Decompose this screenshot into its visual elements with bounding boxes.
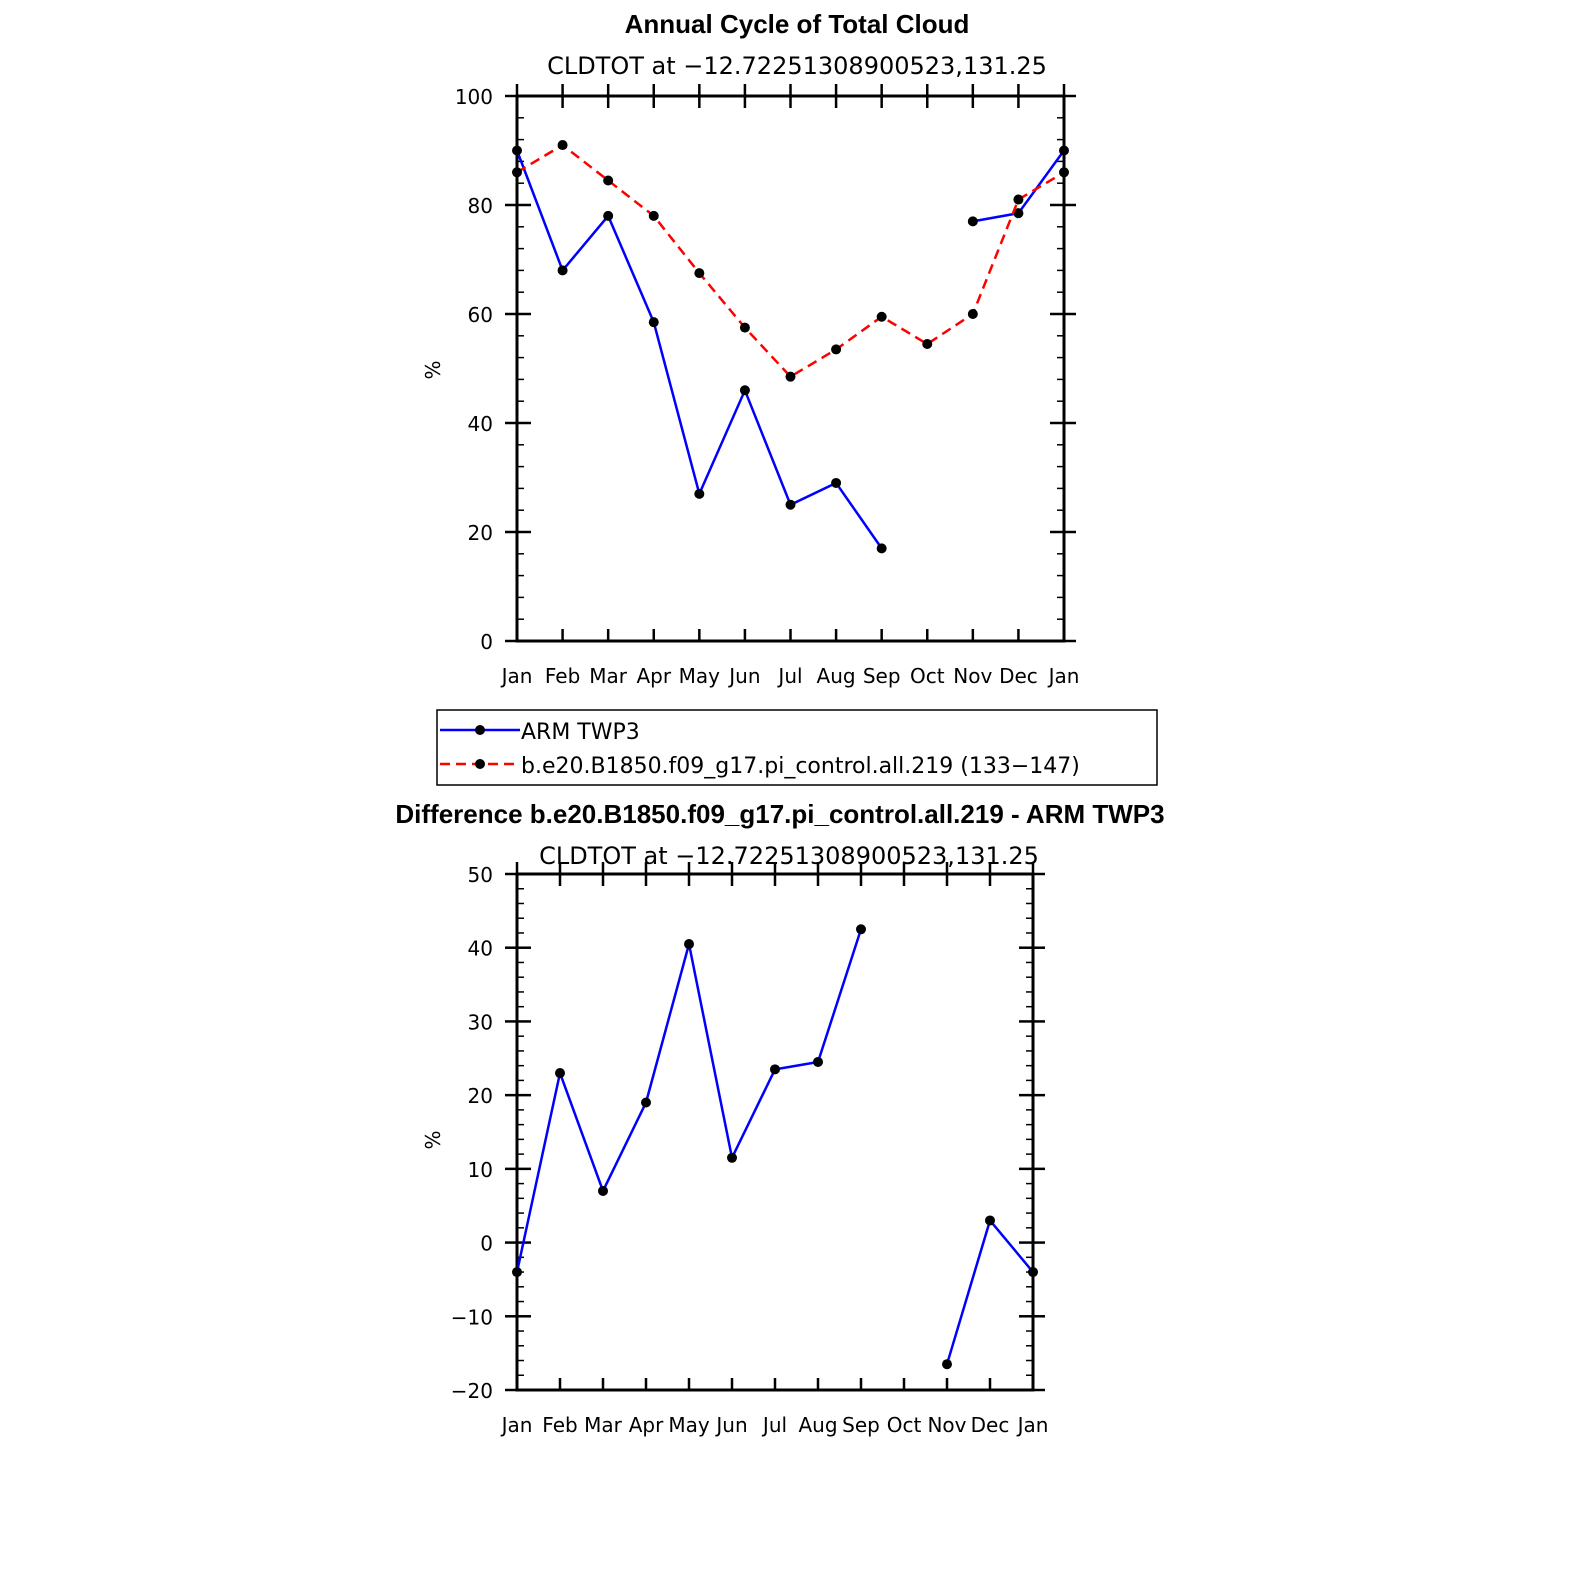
top-chart-series-1-point: [739, 322, 750, 333]
top-chart-series-1-point: [922, 338, 933, 349]
bottom-chart-xtick-label: Apr: [629, 1413, 664, 1437]
bottom-chart-ytick-label: 40: [468, 937, 493, 961]
top-chart: Jan Feb Mar Apr May Jun Jul Aug Sep Oct Nov Dec Jan 0…: [455, 84, 1080, 688]
legend-label-model: b.e20.B1850.f09_g17.pi_control.all.219 (…: [521, 754, 1080, 779]
bottom-chart-title: Difference b.e20.B1850.f09_g17.pi_contro…: [395, 799, 1164, 829]
bottom-chart-series-0-line: [515, 928, 863, 1273]
top-chart-series-0-point: [831, 477, 842, 488]
top-chart-series-1-point: [694, 268, 705, 279]
top-chart-series-0-point: [557, 265, 568, 276]
top-chart-xtick-label: Jul: [776, 664, 802, 688]
bottom-chart-xtick-label: Oct: [887, 1413, 922, 1437]
top-chart-ytick-label: 20: [468, 521, 493, 545]
bottom-chart-subtitle: CLDTOT at −12.72251308900523,131.25: [539, 842, 1039, 870]
bottom-chart-xtick-label: Dec: [971, 1413, 1010, 1437]
top-chart-xtick-label: May: [679, 664, 721, 688]
bottom-chart-plot-frame: [515, 872, 1035, 1392]
bottom-chart-xtick-label: Sep: [842, 1413, 880, 1437]
top-chart-series-1-point: [603, 175, 614, 186]
bottom-chart-series-0-point: [512, 1267, 522, 1278]
top-chart-series-0-point: [876, 543, 887, 554]
top-chart-series-1-point: [1013, 194, 1024, 205]
bottom-chart-series-0-point: [942, 1359, 952, 1370]
bottom-chart-series-0-point: [856, 924, 866, 935]
bottom-chart-ytick-label: 0: [480, 1232, 493, 1256]
bottom-chart-series-0-point: [598, 1185, 608, 1196]
top-chart-ytick-label: 80: [468, 194, 493, 218]
bottom-chart-ytick-label: 30: [468, 1010, 493, 1034]
bottom-chart-xtick-label: Jun: [714, 1413, 747, 1437]
top-chart-xtick-label: Dec: [999, 664, 1038, 688]
top-chart-series-0-point: [967, 216, 978, 227]
top-chart-series-1-point: [876, 311, 887, 322]
legend-box: [436, 709, 1158, 786]
top-chart-series-1-point: [967, 309, 978, 319]
bottom-chart-series-0-point: [985, 1215, 995, 1226]
top-chart-xtick-label: Aug: [817, 664, 856, 688]
top-chart-ytick-label: 60: [468, 303, 493, 327]
bottom-chart-series-0-point: [555, 1068, 565, 1079]
top-chart-series-0-point: [648, 317, 659, 328]
bottom-chart-ytick-label: 10: [468, 1158, 493, 1182]
legend-marker-arm: [475, 725, 485, 735]
top-chart-xtick-label: Mar: [589, 664, 628, 688]
top-chart-plot-frame: [515, 94, 1066, 643]
top-chart-series-1-point: [512, 167, 522, 178]
top-chart-series-0-point: [694, 488, 705, 499]
top-chart-series-0-line: [515, 150, 883, 550]
bottom-chart-ytick-label: −10: [451, 1305, 493, 1329]
bottom-chart-series-0-point: [770, 1064, 780, 1075]
top-chart-xtick-label: Feb: [545, 664, 580, 688]
bottom-chart-ytick-label: 20: [468, 1084, 493, 1108]
top-chart-ytick-label: 0: [480, 630, 493, 654]
top-chart-subtitle: CLDTOT at −12.72251308900523,131.25: [547, 52, 1047, 80]
top-chart-series-0-point: [603, 210, 614, 221]
bottom-chart-ytick-label: −20: [451, 1379, 493, 1403]
top-chart-xtick-label: Apr: [636, 664, 671, 688]
bottom-chart-xtick-label: Jul: [761, 1413, 787, 1437]
bottom-chart-xtick-label: Feb: [542, 1413, 577, 1437]
bottom-chart-series-0-point: [813, 1056, 823, 1067]
top-chart-series-1-point: [648, 210, 659, 221]
bottom-chart-xtick-label: Jan: [500, 1413, 533, 1437]
legend-marker-model: [475, 759, 485, 769]
bottom-chart-xtick-label: May: [668, 1413, 710, 1437]
bottom-chart-series-0-point: [1028, 1267, 1038, 1278]
bottom-chart-ytick-label: 50: [468, 863, 493, 887]
top-chart-legend: ARM TWP3 b.e20.B1850.f09_g17.pi_control.…: [436, 709, 1158, 786]
top-chart-title: Annual Cycle of Total Cloud: [625, 9, 970, 39]
bottom-chart-xtick-label: Aug: [798, 1413, 837, 1437]
top-chart-series-0-point: [1059, 145, 1069, 156]
top-chart-ylabel: %: [421, 360, 445, 379]
top-chart-xtick-label: Nov: [953, 664, 992, 688]
bottom-chart-series-0-point: [727, 1152, 737, 1163]
top-chart-xtick-label: Jan: [500, 664, 533, 688]
bottom-chart-series-0-point: [684, 939, 694, 950]
bottom-chart-series-0-point: [641, 1097, 651, 1108]
top-chart-series-1-point: [1059, 167, 1069, 178]
top-chart-series-1-point: [785, 371, 796, 382]
top-chart-series-1-point: [557, 140, 568, 151]
top-chart-xtick-label: Jun: [727, 664, 760, 688]
top-chart-series-0-point: [785, 499, 796, 510]
top-chart-series-0-point: [512, 145, 522, 156]
bottom-chart-xtick-label: Jan: [1016, 1413, 1049, 1437]
bottom-chart-xtick-label: Nov: [927, 1413, 966, 1437]
top-chart-series-1-point: [831, 344, 842, 355]
top-chart-series-0-point: [1013, 208, 1024, 219]
top-chart-xtick-label: Oct: [910, 664, 945, 688]
legend-label-arm: ARM TWP3: [521, 720, 640, 745]
top-chart-ytick-label: 40: [468, 412, 493, 436]
top-chart-series-0-point: [739, 385, 750, 396]
bottom-chart-xtick-label: Mar: [584, 1413, 623, 1437]
bottom-chart: Jan Feb Mar Apr May Jun Jul Aug Sep Oct Nov Dec Jan−…: [451, 862, 1049, 1437]
top-chart-xtick-label: Sep: [863, 664, 901, 688]
bottom-chart-ylabel: %: [421, 1130, 445, 1149]
top-chart-series-1-line: [516, 143, 1065, 379]
top-chart-xtick-label: Jan: [1047, 664, 1080, 688]
top-chart-ytick-label: 100: [455, 85, 493, 109]
